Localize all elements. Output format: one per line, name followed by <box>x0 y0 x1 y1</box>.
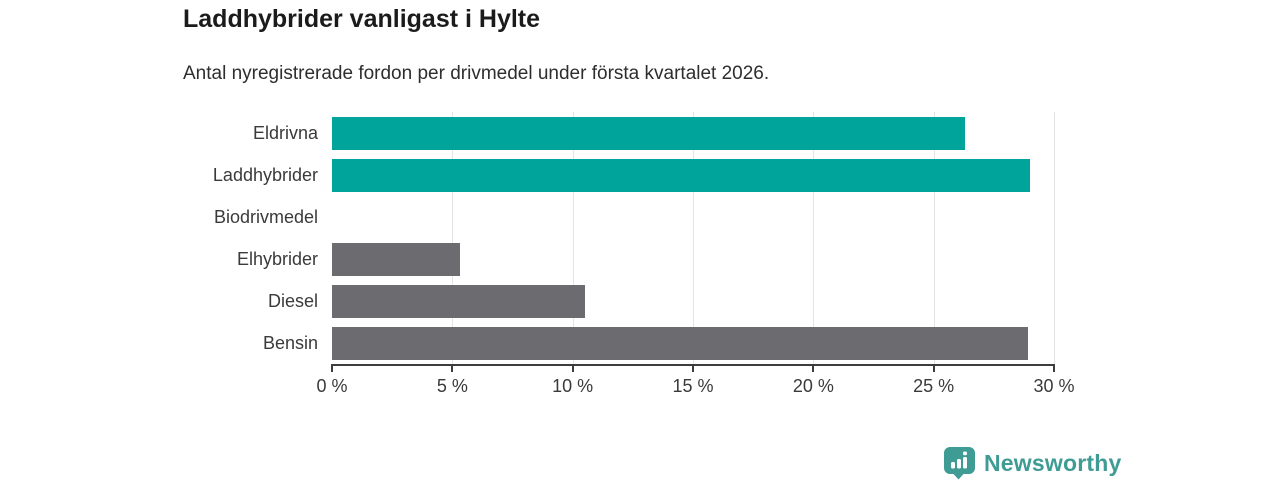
exclamation-dot <box>963 451 967 456</box>
bar-chart-pin-icon <box>944 447 975 480</box>
bar-row <box>332 238 1054 280</box>
tick-label: 5 % <box>436 376 468 396</box>
bar-diesel <box>332 284 585 318</box>
x-axis: 0 % 5 % 10 % 15 % 20 % 25 % 30 % <box>316 364 1075 404</box>
logo-wordmark: Newsworthy <box>984 449 1122 476</box>
chart-subtitle: Antal nyregistrerade fordon per drivmede… <box>183 63 770 84</box>
bar-row <box>332 154 1054 196</box>
gridline <box>452 112 454 364</box>
tick-label: 30 % <box>1033 376 1075 396</box>
category-label: Diesel <box>267 290 318 311</box>
category-label: Elhybrider <box>236 248 318 269</box>
tick-mark <box>451 366 454 372</box>
bar-glyph-medium <box>957 459 961 469</box>
tick-mark <box>812 366 815 372</box>
bar-row <box>332 280 1054 322</box>
tick-mark <box>571 366 574 372</box>
bar-row <box>332 196 1054 238</box>
bar-row <box>332 322 1054 364</box>
tick-mark <box>1053 366 1055 372</box>
category-label: Biodrivmedel <box>213 206 318 227</box>
bar-glyph-tall <box>963 457 967 469</box>
bar-laddhybrider <box>332 158 1030 192</box>
tick-label: 10 % <box>552 376 594 396</box>
gridline <box>693 112 694 364</box>
tick-label: 25 % <box>913 376 955 396</box>
tick-label: 20 % <box>792 376 834 396</box>
bar-row <box>332 112 1054 154</box>
x-axis-line <box>331 364 1055 366</box>
plot-area <box>332 112 1055 364</box>
chart-title: Laddhybrider vanligast i Hylte <box>183 5 541 33</box>
category-label: Eldrivna <box>252 122 318 143</box>
category-axis-labels: Eldrivna Laddhybrider Biodrivmedel Elhybrid… <box>0 112 332 364</box>
tick-mark <box>692 366 694 372</box>
gridline <box>813 112 815 364</box>
gridline <box>572 112 574 364</box>
tick-mark <box>932 366 935 372</box>
category-label: Laddhybrider <box>212 164 318 185</box>
gridline <box>933 112 935 364</box>
gridline <box>1054 112 1055 364</box>
bar-glyph-short <box>951 462 955 469</box>
tick-label: 15 % <box>672 376 714 396</box>
category-label: Bensin <box>262 332 318 353</box>
bar-bensin <box>332 326 1028 360</box>
tick-label: 0 % <box>316 376 348 396</box>
bar-elhybrider <box>332 242 460 276</box>
newsworthy-logo: Newsworthy <box>944 446 1121 480</box>
tick-mark <box>331 366 333 372</box>
bar-eldrivna <box>332 116 965 150</box>
